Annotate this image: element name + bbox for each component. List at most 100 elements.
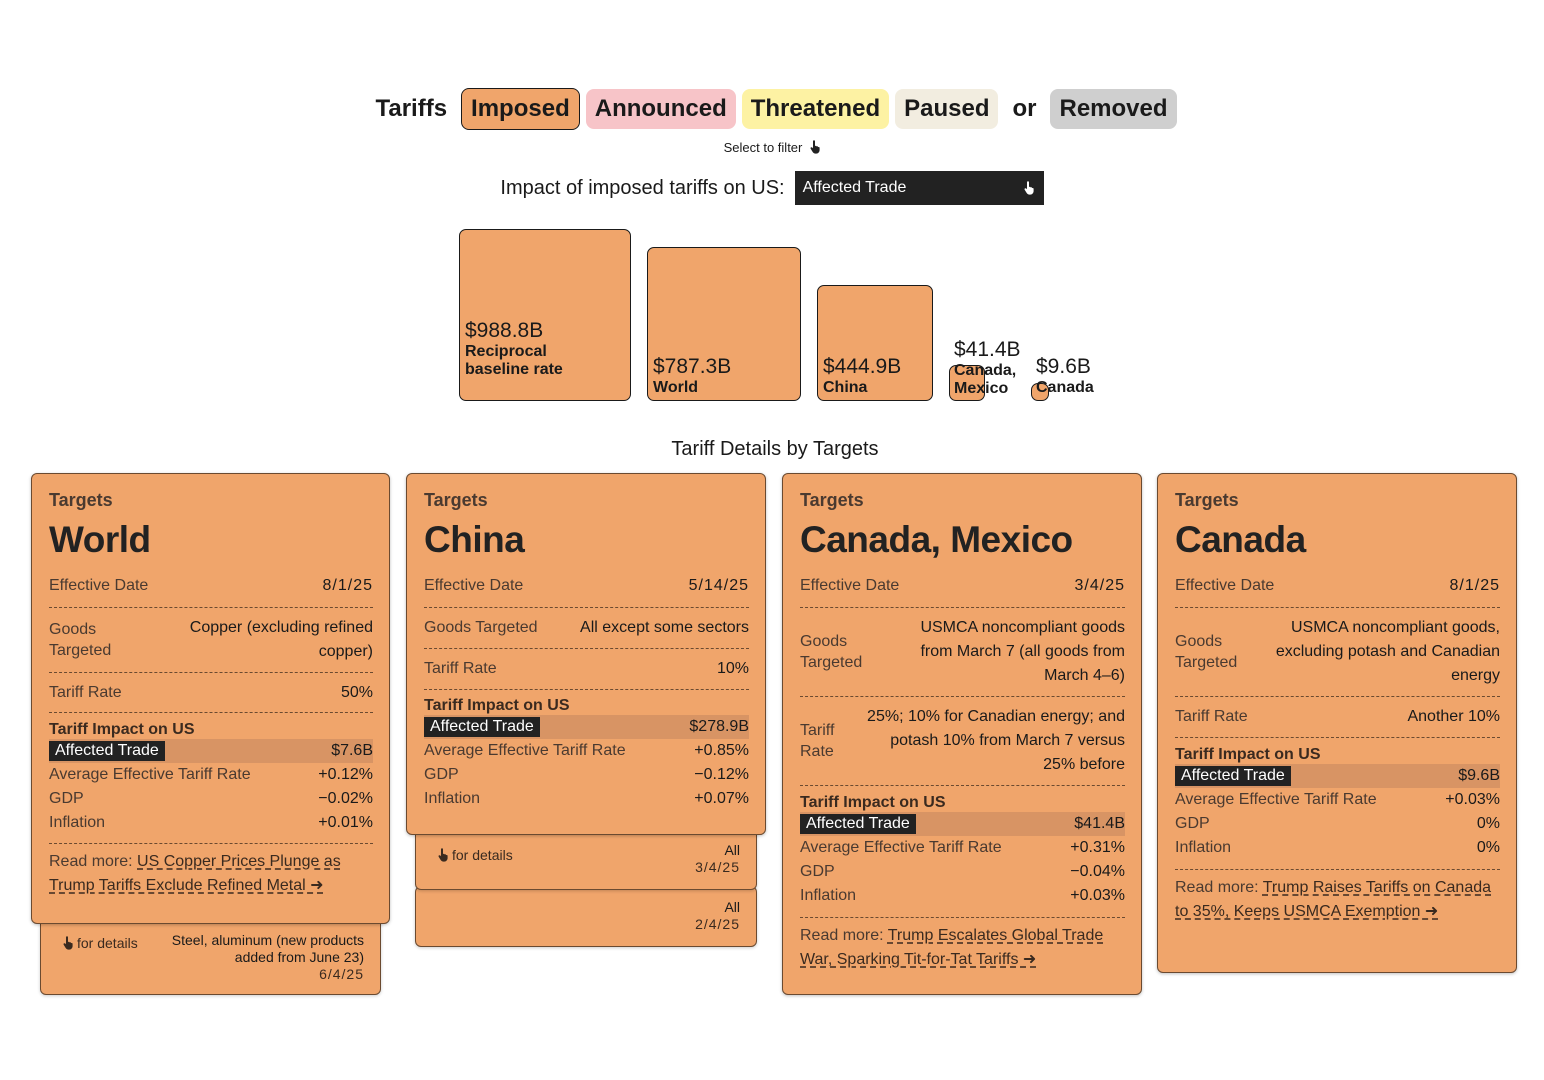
affected-trade-label: Affected Trade [800,814,916,834]
inflation-label: Inflation [424,790,481,807]
section-title: Tariff Details by Targets [671,438,879,460]
card-title: Canada, Mexico [800,519,1073,560]
avg-rate-label: Average Effective Tariff Rate [800,839,1002,856]
read-more: Read more: Trump Escalates Global Trade … [800,924,1125,972]
affected-trade-label: Affected Trade [49,741,165,761]
pointer-hand-icon [1024,181,1034,195]
effective-date-value: 8/1/25 [1449,577,1500,594]
tariff-rate-label: Tariff Rate [424,660,497,677]
filter-chip-announced[interactable]: Announced [585,89,736,129]
tariff-rate-row: Tariff Rate 50% [49,673,373,713]
impact-square-china[interactable] [817,285,933,401]
gdp-label: GDP [424,766,459,783]
goods-targeted-row: Goods Targeted USMCA noncompliant goods … [800,608,1125,697]
impact-target-name: World [653,379,699,396]
affected-trade-row: Affected Trade $278.9B [424,715,749,739]
goods-targeted-label: Goods Targeted [800,633,863,671]
stacked-card-china-2[interactable]: All 2/4/25 [415,886,757,947]
impact-square-world[interactable] [647,247,801,401]
target-card-china: Targets China Effective Date 5/14/25 Goo… [406,473,766,835]
goods-targeted-row: Goods Targeted USMCA noncompliant goods,… [1175,608,1500,697]
impact-square-reciprocal[interactable] [459,229,631,401]
tariff-rate-value: Another 10% [1407,708,1500,725]
stacked-goods: All [724,842,740,858]
affected-trade-value: $41.4B [1074,815,1125,832]
impact-label-canada: $9.6B Canada [1036,356,1094,397]
effective-date-label: Effective Date [424,577,524,594]
impact-square-canada[interactable] [1031,383,1049,401]
goods-targeted-value: USMCA noncompliant goods from March 7 (a… [920,619,1125,684]
targets-label: Targets [424,490,488,510]
stacked-goods: Steel, aluminum (new products added from… [171,932,364,965]
inflation-row: Inflation +0.01% [49,811,373,835]
gdp-label: GDP [49,790,84,807]
tariff-rate-value: 25%; 10% for Canadian energy; and potash… [867,708,1125,773]
effective-date-value: 8/1/25 [322,577,373,594]
tariff-rate-row: Tariff Rate 10% [424,649,749,690]
for-details-text: for details [77,935,138,951]
inflation-row: Inflation 0% [1175,836,1500,860]
avg-rate-label: Average Effective Tariff Rate [424,742,626,759]
affected-trade-row: Affected Trade $41.4B [800,812,1125,836]
impact-target-name: Canada [1036,379,1094,396]
inflation-label: Inflation [1175,839,1232,856]
stacked-date: 6/4/25 [319,966,364,982]
metric-label: Impact of imposed tariffs on US: [500,176,785,199]
filter-hint: Select to filter [0,140,1544,155]
read-more-link[interactable]: US Copper Prices Plunge as Trump Tariffs… [49,853,341,894]
effective-date-label: Effective Date [800,577,900,594]
inflation-label: Inflation [49,814,106,831]
affected-trade-label: Affected Trade [424,717,540,737]
metric-dropdown[interactable]: Affected Trade [794,171,1044,205]
effective-date-label: Effective Date [1175,577,1275,594]
read-more-link[interactable]: Trump Raises Tariffs on Canada to 35%, K… [1175,879,1492,920]
gdp-value: 0% [1476,815,1500,832]
impact-value: $787.3B [653,355,732,378]
impact-value: $41.4B [954,338,1021,361]
stacked-goods-text: All 2/4/25 [695,899,740,933]
filter-or-text: or [1012,95,1037,122]
target-card-canada: Targets Canada Effective Date 8/1/25 Goo… [1157,473,1517,973]
gdp-row: GDP −0.12% [424,763,749,787]
inflation-value: 0% [1476,839,1500,856]
filter-chip-removed[interactable]: Removed [1050,89,1177,129]
impact-title: Tariff Impact on US [49,721,195,738]
effective-date-row: Effective Date 8/1/25 [49,565,373,608]
impact-label-world: $787.3B World [653,356,731,397]
stacked-card-china-1[interactable]: for details All 3/4/25 [415,829,757,890]
avg-rate-label: Average Effective Tariff Rate [1175,791,1377,808]
gdp-row: GDP −0.02% [49,787,373,811]
tariff-rate-row: Tariff Rate 25%; 10% for Canadian energy… [800,697,1125,786]
impact-value: $444.9B [823,355,902,378]
filter-chip-imposed[interactable]: Imposed [461,88,580,130]
read-more-link[interactable]: Trump Escalates Global Trade War, Sparki… [800,927,1104,968]
impact-value: $9.6B [1036,355,1091,378]
effective-date-value: 3/4/25 [1074,577,1125,594]
avg-rate-row: Average Effective Tariff Rate +0.03% [1175,788,1500,812]
tariff-rate-label: Tariff Rate [1175,708,1248,725]
goods-targeted-row: Goods Targeted Copper (excluding refined… [49,608,373,673]
impact-label-canada-mexico: $41.4B Canada, Mexico [954,339,1024,398]
impact-block: Tariff Impact on US Affected Trade $9.6B … [1175,738,1500,870]
goods-targeted-value: Copper (excluding refined copper) [189,619,373,660]
avg-rate-value: +0.31% [1070,839,1125,856]
pointer-hand-icon [810,140,820,154]
avg-rate-row: Average Effective Tariff Rate +0.31% [800,836,1125,860]
target-card-world: Targets World Effective Date 8/1/25 Good… [31,473,390,924]
impact-label-reciprocal: $988.8B Reciprocal baseline rate [465,320,565,379]
avg-rate-value: +0.12% [318,766,373,783]
impact-title: Tariff Impact on US [800,794,946,811]
gdp-value: −0.04% [1070,863,1125,880]
for-details-hint: for details [63,935,138,951]
gdp-value: −0.12% [694,766,749,783]
inflation-row: Inflation +0.07% [424,787,749,811]
read-more: Read more: Trump Raises Tariffs on Canad… [1175,876,1500,924]
filter-chip-paused[interactable]: Paused [895,89,999,129]
affected-trade-row: Affected Trade $9.6B [1175,764,1500,788]
impact-target-name: Canada, Mexico [954,362,1017,397]
stacked-goods-text: All 3/4/25 [695,842,740,876]
tariff-rate-label: Tariff Rate [49,683,122,701]
gdp-row: GDP 0% [1175,812,1500,836]
impact-square-canada-mexico[interactable] [949,365,985,401]
filter-chip-threatened[interactable]: Threatened [741,89,890,129]
